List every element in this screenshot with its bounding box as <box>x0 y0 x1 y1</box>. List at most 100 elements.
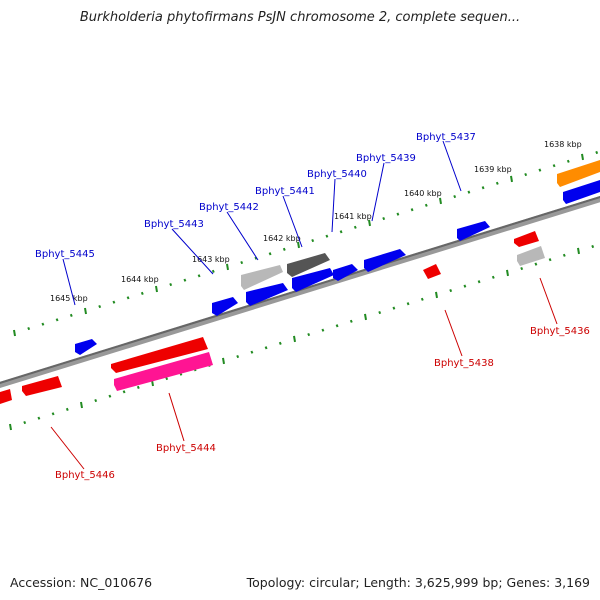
minor-tick <box>27 327 31 331</box>
gene-label: Bphyt_5440 <box>307 169 367 180</box>
gene-bphyt-5442-gray <box>241 265 283 290</box>
minor-tick <box>534 262 538 266</box>
gene-red-right <box>514 231 539 247</box>
minor-tick <box>520 266 524 271</box>
kbp-label: 1642 kbp <box>263 234 301 243</box>
minor-tick <box>307 332 311 337</box>
gene-label: Bphyt_5436 <box>530 326 590 337</box>
minor-tick <box>165 376 169 381</box>
gene-label: Bphyt_5442 <box>199 202 259 213</box>
minor-tick <box>197 274 201 278</box>
topology-label: Topology: circular; Length: 3,625,999 bp… <box>246 575 590 590</box>
kbp-label: 1640 kbp <box>404 189 442 198</box>
minor-tick <box>282 247 286 251</box>
forward-genes[interactable] <box>75 160 600 355</box>
minor-tick <box>548 258 552 262</box>
major-tick <box>222 357 225 365</box>
major-tick <box>577 247 580 255</box>
kbp-label: 1645 kbp <box>50 294 88 303</box>
minor-tick <box>538 168 542 172</box>
accession-label: Accession: NC_010676 <box>10 575 153 590</box>
minor-tick <box>552 164 556 168</box>
minor-tick <box>236 354 240 359</box>
chromosome-backbone <box>0 195 600 389</box>
gene-bphyt-5446 <box>22 376 62 396</box>
minor-tick <box>311 238 315 243</box>
minor-tick <box>406 302 410 306</box>
minor-tick <box>562 253 566 257</box>
minor-tick <box>55 318 59 322</box>
minor-tick <box>491 275 495 279</box>
minor-tick <box>353 225 357 229</box>
gene-bphyt-5441-dark <box>287 253 330 277</box>
upper-tick-row <box>13 150 599 337</box>
gene-bphyt-5438 <box>423 264 441 279</box>
map-title: Burkholderia phytofirmans PsJN chromosom… <box>79 10 521 25</box>
minor-tick <box>321 328 325 332</box>
minor-tick <box>278 341 282 345</box>
major-tick <box>435 291 438 299</box>
minor-tick <box>140 291 144 295</box>
major-tick <box>13 329 16 337</box>
minor-tick <box>112 300 116 304</box>
gene-bphyt-5437 <box>457 221 490 241</box>
gene-label: Bphyt_5444 <box>156 443 216 454</box>
gene-bphyt-5436 <box>517 246 545 266</box>
major-tick <box>510 175 513 183</box>
gene-label: Bphyt_5446 <box>55 470 115 481</box>
minor-tick <box>378 310 382 315</box>
gene-bphyt-5444-red <box>111 337 208 373</box>
kbp-label: 1643 kbp <box>192 255 230 264</box>
gene-bphyt-5444 <box>114 352 213 391</box>
major-tick <box>439 197 442 205</box>
minor-tick <box>396 212 400 216</box>
gene-bphyt-5443 <box>212 297 238 316</box>
gene-label: Bphyt_5438 <box>434 358 494 369</box>
minor-tick <box>51 412 55 416</box>
kbp-labels: 1645 kbp 1644 kbp 1643 kbp 1642 kbp 1641… <box>50 140 582 303</box>
minor-tick <box>65 407 69 411</box>
major-tick <box>9 423 12 431</box>
major-tick <box>297 241 300 249</box>
minor-tick <box>349 319 353 323</box>
major-tick <box>581 153 584 161</box>
gene-label: Bphyt_5437 <box>416 132 476 143</box>
kbp-label: 1638 kbp <box>544 140 582 149</box>
minor-tick <box>382 216 386 221</box>
minor-tick <box>477 280 481 284</box>
minor-tick <box>339 230 343 234</box>
minor-tick <box>268 252 272 256</box>
minor-tick <box>98 305 102 309</box>
minor-tick <box>335 324 339 328</box>
minor-tick <box>420 297 424 301</box>
minor-tick <box>254 256 258 260</box>
kbp-label: 1644 kbp <box>121 275 159 284</box>
gene-labels[interactable]: Bphyt_5445 Bphyt_5443 Bphyt_5442 Bphyt_5… <box>35 132 590 481</box>
minor-tick <box>325 234 329 238</box>
gene-bphyt-5440b <box>333 264 358 281</box>
minor-tick <box>595 150 599 155</box>
gene-orange <box>557 160 600 187</box>
gene-bphyt-5442 <box>246 283 288 306</box>
gene-bphyt-5439 <box>364 249 406 272</box>
minor-tick <box>467 190 471 194</box>
minor-tick <box>240 260 244 265</box>
reverse-genes[interactable] <box>0 231 545 404</box>
gene-label: Bphyt_5443 <box>144 219 204 230</box>
minor-tick <box>37 416 41 420</box>
gene-bphyt-5445 <box>75 339 97 355</box>
minor-tick <box>169 282 173 287</box>
minor-tick <box>453 194 457 199</box>
gene-label: Bphyt_5441 <box>255 186 315 197</box>
gene-blue-end <box>563 180 600 204</box>
major-tick <box>293 335 296 343</box>
minor-tick <box>566 159 570 163</box>
major-tick <box>506 269 509 277</box>
minor-tick <box>495 181 499 185</box>
gene-label: Bphyt_5439 <box>356 153 416 164</box>
minor-tick <box>481 186 485 190</box>
minor-tick <box>449 288 453 293</box>
minor-tick <box>524 172 528 177</box>
major-tick <box>84 307 87 315</box>
